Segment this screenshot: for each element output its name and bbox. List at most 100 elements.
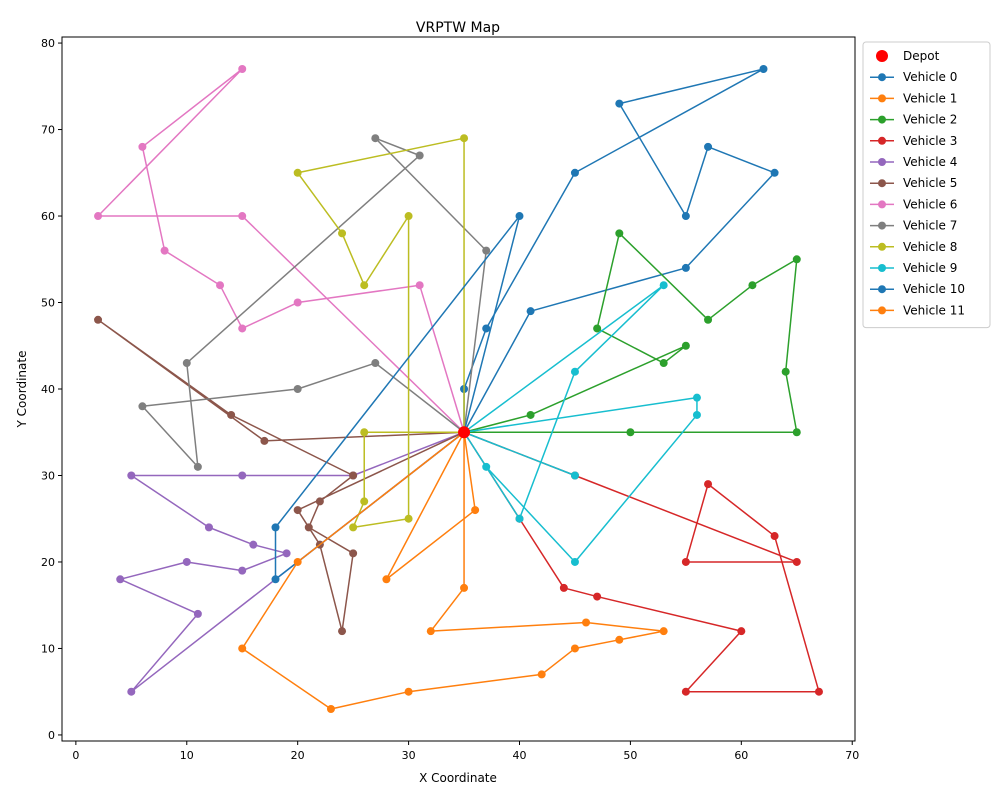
route-point (238, 566, 247, 575)
legend-marker (878, 285, 886, 294)
route-point (160, 246, 169, 255)
route-line (385, 431, 476, 581)
legend-label: Vehicle 3 (903, 134, 957, 148)
x-tick-label: 40 (513, 749, 527, 762)
legend-label: Vehicle 6 (903, 197, 957, 211)
route-point (238, 65, 247, 73)
route-point (127, 687, 136, 696)
series-6 (94, 65, 469, 437)
route-point (338, 229, 347, 238)
route-point (282, 549, 291, 558)
route-point (94, 212, 103, 221)
route-point (681, 557, 690, 566)
route-point (482, 324, 491, 333)
legend-label: Vehicle 1 (903, 91, 957, 105)
x-tick-label: 60 (734, 749, 748, 762)
route-point (404, 687, 413, 696)
route-point (781, 367, 790, 376)
route-point (515, 514, 524, 523)
legend-label: Vehicle 4 (903, 155, 957, 169)
x-axis-label: X Coordinate (419, 771, 497, 785)
route-point (570, 557, 579, 566)
x-tick-label: 0 (72, 749, 79, 762)
route-point (659, 281, 668, 290)
route-point (315, 497, 324, 506)
legend: Depot Vehicle 0 Vehicle 1 Vehicle 2 Vehicle … (862, 41, 991, 329)
route-point (659, 627, 668, 636)
route-point (526, 307, 535, 316)
legend-entry-depot: Depot (876, 49, 940, 63)
route-point (271, 575, 280, 584)
route-point (615, 229, 624, 238)
legend-marker (878, 242, 886, 251)
route-point (293, 298, 302, 307)
route-point (570, 644, 579, 653)
x-tick-label: 50 (623, 749, 637, 762)
route-point (360, 281, 369, 290)
route-point (249, 540, 258, 549)
y-tick-label: 0 (48, 729, 55, 742)
y-tick-label: 30 (41, 469, 55, 482)
series-2 (460, 229, 801, 437)
route-line (296, 137, 465, 529)
route-point (138, 402, 147, 411)
plot-frame (61, 36, 856, 742)
legend-entry-11: Vehicle 11 (870, 303, 965, 317)
legend-entry-0: Vehicle 0 (870, 70, 957, 84)
x-tick-label: 70 (845, 749, 859, 762)
route-point (559, 583, 568, 592)
legend-label: Vehicle 5 (903, 176, 957, 190)
route-point (182, 359, 191, 368)
route-point (692, 410, 701, 419)
route-point (371, 134, 380, 143)
route-point (238, 471, 247, 480)
route-point (293, 506, 302, 515)
route-point (127, 471, 136, 480)
route-point (338, 627, 347, 636)
legend-entry-3: Vehicle 3 (870, 134, 957, 148)
route-point (182, 557, 191, 566)
legend-marker (878, 158, 886, 166)
series-0 (460, 65, 779, 437)
legend-marker (878, 264, 886, 272)
route-point (238, 324, 247, 333)
legend-frame (862, 41, 991, 329)
route-point (582, 618, 591, 627)
x-tick-label: 30 (402, 749, 416, 762)
route-point (770, 168, 779, 177)
route-point (260, 436, 269, 445)
x-axis: 0 10 20 30 40 50 60 70 (72, 741, 859, 762)
route-point (692, 393, 701, 402)
legend-marker (878, 200, 886, 209)
y-tick-label: 50 (41, 297, 55, 310)
route-point (770, 532, 779, 541)
route-point (593, 324, 602, 333)
plot-area (94, 65, 823, 713)
legend-label: Vehicle 10 (903, 282, 965, 296)
route-point (371, 359, 380, 368)
legend-entry-1: Vehicle 1 (870, 91, 957, 105)
route-point (792, 428, 801, 437)
legend-label: Vehicle 9 (903, 261, 957, 275)
route-point (238, 644, 247, 653)
y-tick-label: 40 (41, 383, 55, 396)
route-point (349, 549, 358, 558)
route-point (326, 705, 335, 713)
y-axis-label: Y Coordinate (15, 351, 29, 429)
legend-marker (878, 221, 886, 230)
legend-marker (878, 179, 886, 188)
route-point (537, 670, 546, 679)
route-point (415, 151, 424, 160)
y-tick-label: 80 (41, 37, 55, 50)
route-point (415, 281, 424, 290)
route-point (570, 367, 579, 376)
route-point (293, 168, 302, 177)
route-point (659, 359, 668, 368)
legend-marker (876, 50, 888, 62)
route-point (94, 315, 103, 324)
route-point (382, 575, 391, 584)
legend-label: Vehicle 0 (903, 70, 957, 84)
series-4 (116, 428, 469, 696)
legend-label: Vehicle 2 (903, 113, 957, 127)
y-tick-label: 20 (41, 556, 55, 569)
